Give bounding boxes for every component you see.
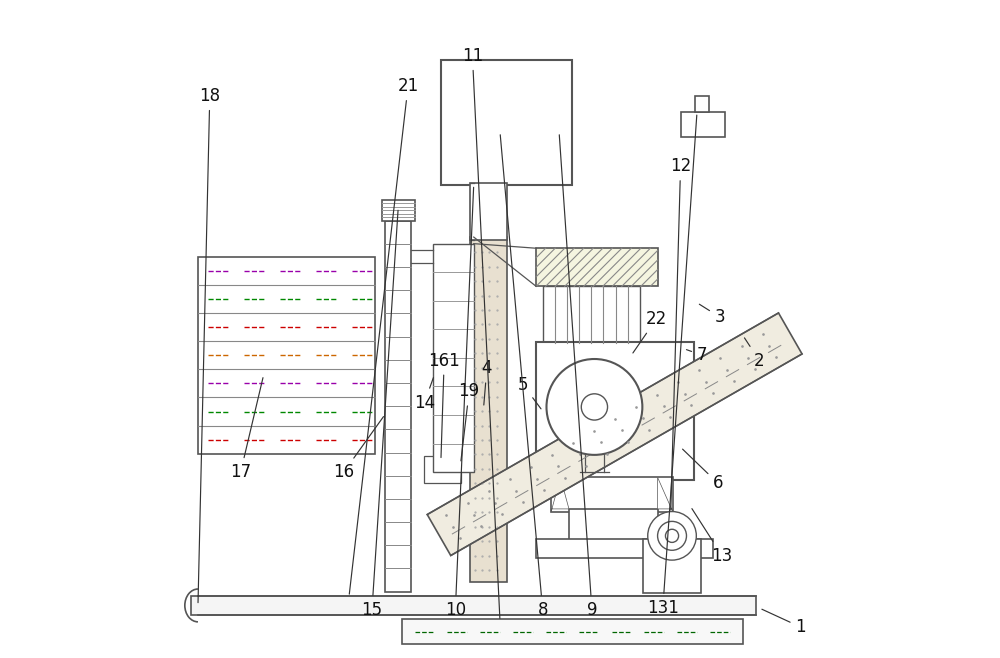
Bar [191, 596, 756, 615]
Bar [681, 113, 725, 138]
Text: 14: 14 [414, 378, 435, 411]
Text: 8: 8 [500, 135, 548, 619]
Bar [569, 509, 658, 540]
Text: 4: 4 [482, 359, 492, 405]
Bar [543, 286, 640, 343]
Circle shape [665, 529, 679, 542]
Text: 5: 5 [518, 376, 541, 409]
Text: 18: 18 [198, 87, 220, 603]
Bar [382, 199, 415, 220]
Bar [536, 342, 694, 480]
Bar [470, 182, 507, 240]
Text: 17: 17 [230, 378, 263, 481]
Bar [536, 248, 658, 286]
Text: 13: 13 [692, 509, 733, 565]
Bar [643, 539, 701, 593]
Text: 21: 21 [349, 77, 419, 594]
Text: 16: 16 [333, 417, 383, 481]
Polygon shape [658, 478, 673, 511]
Text: 12: 12 [670, 157, 691, 510]
Text: 9: 9 [559, 135, 597, 619]
Circle shape [658, 521, 686, 550]
Text: 15: 15 [361, 211, 398, 619]
Text: 6: 6 [683, 449, 723, 492]
Text: 19: 19 [459, 382, 480, 461]
Bar [424, 456, 461, 484]
Text: 1: 1 [762, 609, 806, 636]
Text: 3: 3 [699, 304, 725, 326]
Bar [402, 619, 743, 644]
Bar [551, 478, 673, 511]
Circle shape [581, 393, 608, 420]
Polygon shape [427, 313, 802, 555]
Circle shape [546, 359, 642, 455]
Bar [441, 60, 572, 184]
Bar [198, 257, 375, 454]
Text: 161: 161 [428, 351, 460, 457]
Text: 10: 10 [445, 188, 474, 619]
Text: 131: 131 [647, 115, 697, 617]
Bar [470, 237, 507, 582]
Circle shape [648, 511, 696, 560]
Text: 7: 7 [686, 346, 707, 365]
Text: 2: 2 [744, 338, 765, 370]
Bar [385, 220, 411, 592]
Text: 11: 11 [462, 47, 500, 619]
Text: 22: 22 [633, 310, 667, 353]
Bar [433, 243, 474, 472]
Bar [695, 96, 709, 113]
Bar [536, 539, 713, 557]
Polygon shape [551, 478, 569, 511]
